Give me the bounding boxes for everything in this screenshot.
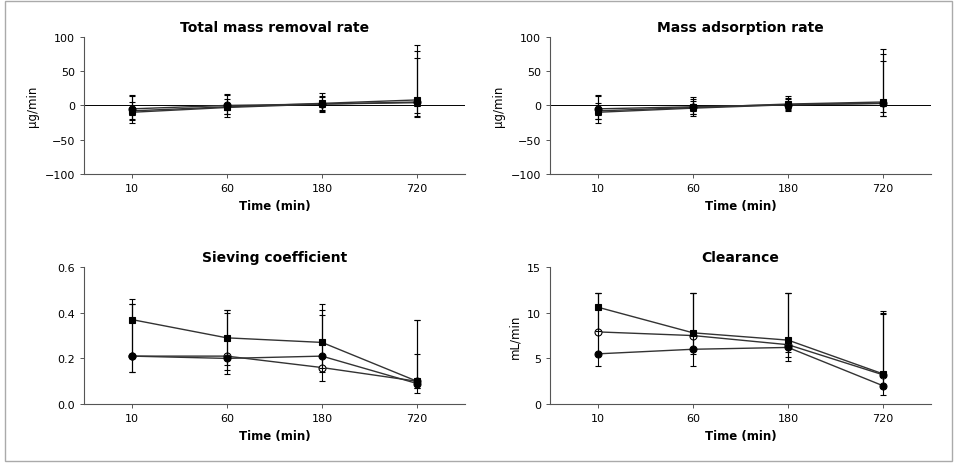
Y-axis label: mL/min: mL/min [509, 314, 522, 358]
Title: Mass adsorption rate: Mass adsorption rate [657, 21, 824, 35]
Y-axis label: μg/min: μg/min [493, 86, 505, 127]
Title: Sieving coefficient: Sieving coefficient [202, 251, 347, 265]
Y-axis label: μg/min: μg/min [26, 86, 39, 127]
X-axis label: Time (min): Time (min) [238, 199, 310, 212]
X-axis label: Time (min): Time (min) [238, 429, 310, 442]
Title: Clearance: Clearance [701, 251, 780, 265]
X-axis label: Time (min): Time (min) [704, 429, 776, 442]
Title: Total mass removal rate: Total mass removal rate [180, 21, 369, 35]
X-axis label: Time (min): Time (min) [704, 199, 776, 212]
